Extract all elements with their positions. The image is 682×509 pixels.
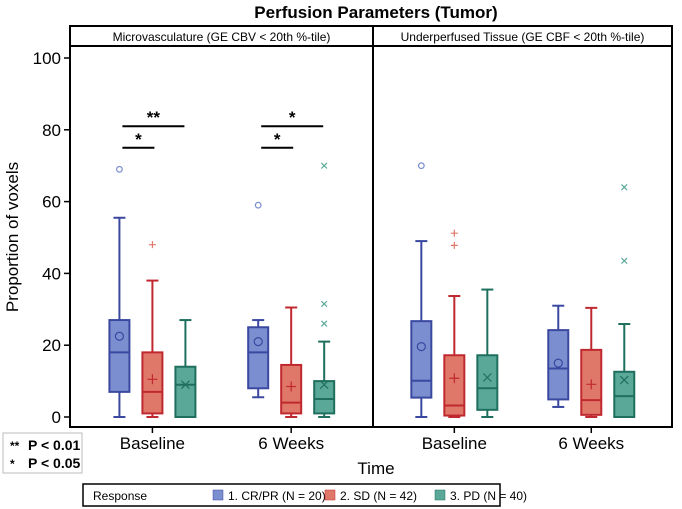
outlier-point: [320, 320, 328, 327]
y-tick-label: 20: [42, 336, 61, 355]
mean-marker: [553, 358, 563, 368]
outlier-point: [417, 162, 425, 170]
significance-key: ** P < 0.01 * P < 0.05: [2, 432, 83, 474]
box-iqr: [410, 320, 433, 399]
panel: Microvasculature (GE CBV < 20th %-tile) B…: [69, 25, 374, 453]
outlier-point: [320, 300, 328, 308]
panel-frame: [372, 25, 673, 428]
box-3: [174, 319, 197, 418]
legend-title: Response: [93, 489, 147, 503]
box-2: [280, 306, 303, 418]
box-iqr: [547, 329, 570, 401]
legend-swatch: [212, 489, 224, 501]
box-iqr: [108, 319, 131, 393]
box-2: [141, 241, 164, 418]
sig-key-symbol: **: [10, 439, 20, 453]
box-iqr: [247, 326, 270, 390]
mean-marker: [482, 373, 492, 382]
x-tick-label: 6 Weeks: [558, 434, 624, 453]
significance-label: *: [289, 108, 296, 127]
outlier-point: [450, 229, 458, 237]
x-axis-label: Time: [357, 459, 394, 478]
mean-marker: [114, 331, 125, 341]
mean-marker: [253, 337, 263, 347]
mean-marker: [286, 381, 297, 392]
box-1: [410, 162, 433, 418]
legend-label: 1. CR/PR (N = 20): [228, 489, 326, 503]
box-3: [476, 288, 499, 418]
mean-marker: [619, 375, 629, 385]
mean-marker: [586, 379, 597, 390]
sig-key-label: P < 0.05: [28, 455, 81, 471]
outlier-point: [320, 162, 328, 169]
outlier-point: [621, 184, 628, 191]
legend: Response 1. CR/PR (N = 20) 2. SD (N = 42)…: [82, 483, 527, 507]
outlier-point: [450, 241, 458, 249]
outlier-point: [621, 257, 628, 265]
y-axis-label: Proportion of voxels: [3, 162, 22, 312]
outlier-point: [148, 241, 156, 249]
box-iqr: [613, 370, 636, 418]
y-axis: 0 20 40 60 80 100: [33, 49, 70, 427]
mean-marker: [449, 373, 460, 384]
mean-marker: [180, 380, 190, 390]
y-tick-label: 60: [42, 193, 61, 212]
box-iqr: [476, 354, 499, 411]
outlier-point: [116, 165, 123, 173]
legend-swatch: [434, 489, 446, 501]
y-tick-label: 0: [52, 408, 61, 427]
box-1: [547, 304, 570, 408]
box-1: [108, 165, 131, 418]
x-tick-label: 6 Weeks: [258, 434, 324, 453]
y-tick-label: 100: [33, 49, 61, 68]
box-iqr: [174, 365, 197, 418]
mean-marker: [147, 374, 158, 385]
legend-label: 2. SD (N = 42): [340, 489, 417, 503]
mean-marker: [416, 342, 426, 352]
sig-key-label: P < 0.01: [28, 437, 81, 453]
box-3: [313, 162, 336, 418]
y-tick-label: 80: [42, 121, 61, 140]
significance-label: **: [147, 108, 161, 127]
outlier-point: [254, 201, 262, 209]
box-2: [580, 306, 603, 418]
mean-marker: [319, 380, 329, 390]
box-2: [443, 229, 466, 418]
significance-label: *: [274, 130, 281, 149]
x-tick-label: Baseline: [422, 434, 487, 453]
x-tick-label: Baseline: [120, 434, 185, 453]
panel-title: Underperfused Tissue (GE CBF < 20th %-ti…: [401, 30, 645, 44]
box-iqr: [443, 354, 466, 417]
box-1: [247, 201, 270, 399]
box-iqr: [313, 380, 336, 415]
sig-key-symbol: *: [10, 457, 15, 471]
legend-swatch: [324, 489, 336, 501]
panel-title: Microvasculature (GE CBV < 20th %-tile): [113, 30, 331, 44]
significance-label: *: [135, 130, 142, 149]
box-3: [613, 184, 636, 418]
chart-title: Perfusion Parameters (Tumor): [254, 3, 497, 22]
panel: Underperfused Tissue (GE CBF < 20th %-ti…: [372, 25, 673, 453]
legend-label: 3. PD (N = 40): [450, 489, 527, 503]
y-tick-label: 40: [42, 264, 61, 283]
